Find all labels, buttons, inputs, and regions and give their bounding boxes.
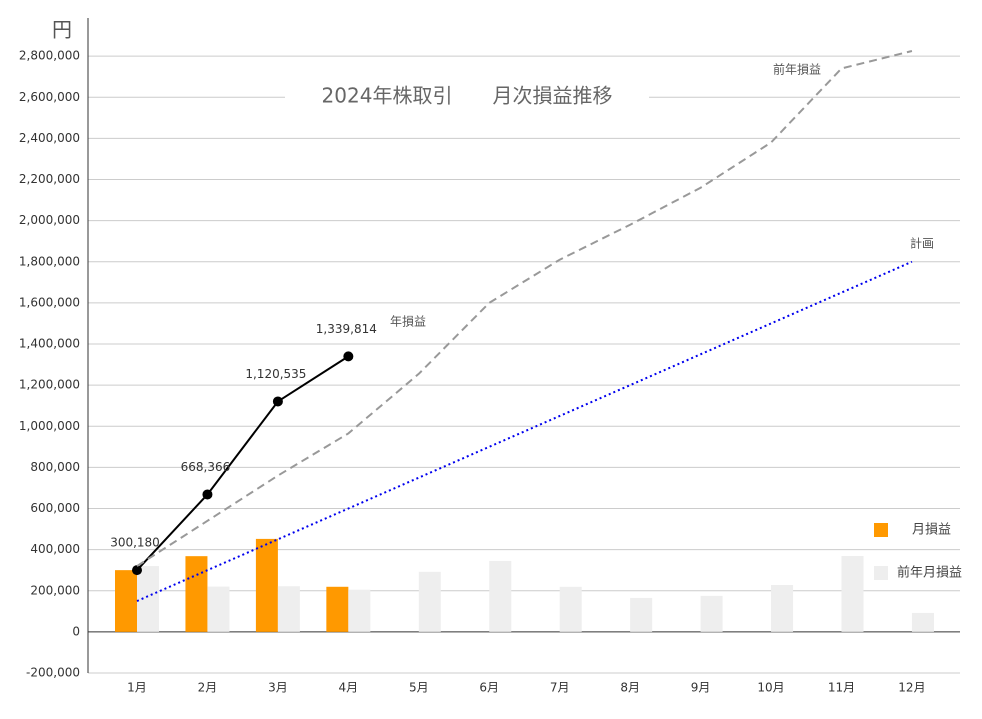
x-tick-label: 7月 [550,681,570,695]
bar [841,555,864,632]
bar [207,586,230,632]
point [272,396,283,407]
x-tick-label: 6月 [479,681,499,695]
title-background [285,82,649,112]
bar [348,589,371,632]
data-label: 1,120,535 [245,367,306,381]
y-tick-label: 600,000 [30,501,80,515]
x-tick-label: 3月 [268,681,288,695]
point [343,351,354,362]
y-tick-label: -200,000 [26,666,80,680]
y-tick-label: 1,400,000 [19,337,80,351]
point [202,489,213,500]
bar [277,586,300,632]
y-tick-label: 1,600,000 [19,295,80,309]
y-tick-label: 400,000 [30,542,80,556]
bars [115,538,934,632]
bar [137,566,159,632]
bar [771,584,794,632]
bar [911,612,934,632]
grid: -200,000 0 200,000 400,000 600,000 800,000 1,0… [19,49,960,695]
data-label: 1,339,814 [316,322,377,336]
x-tick-label: 11月 [828,681,855,695]
x-tick-label: 4月 [339,681,359,695]
y-tick-label: 200,000 [30,583,80,597]
y-tick-label: 1,000,000 [19,419,80,433]
x-tick-label: 8月 [620,681,640,695]
y-tick-label: 1,200,000 [19,378,80,392]
x-tick-label: 12月 [898,681,925,695]
bar [255,538,278,632]
bar [418,571,441,632]
bar [700,595,723,632]
bar [559,586,582,632]
bar [326,586,349,632]
series-label: 前年損益 [773,62,821,77]
y-tick-label: 800,000 [30,460,80,474]
x-tick-label: 10月 [757,681,784,695]
point [132,565,142,576]
bar [115,570,137,632]
bar [185,556,208,632]
lines: 300,180 668,366 1,120,535 1,339,814 年損益 前年損益計… [110,50,934,602]
data-label: 668,366 [181,460,231,474]
bar [630,597,653,632]
x-tick-label: 9月 [691,681,711,695]
y-tick-label: 2,600,000 [19,90,80,104]
y-unit: 円 [52,18,72,42]
x-tick-label: 2月 [198,681,218,695]
x-tick-label: 5月 [409,681,429,695]
y-tick-label: 2,000,000 [19,213,80,227]
data-label: 300,180 [110,536,160,550]
series-label: 年損益 [390,314,426,329]
y-tick-label: 1,800,000 [19,254,80,268]
legend-label: 前年月損益 [897,565,962,581]
legend-swatch [874,523,888,537]
bar [489,560,512,632]
y-tick-label: 0 [72,624,80,638]
series-label: 計画 [910,236,934,251]
line [136,260,913,602]
y-tick-label: 2,200,000 [19,172,80,186]
y-tick-label: 2,400,000 [19,131,80,145]
line [136,50,913,567]
line [136,355,349,571]
legend-label: 月損益 [912,523,951,538]
y-tick-label: 2,800,000 [19,49,80,63]
chart-title: 2024年株取引 月次損益推移 [322,84,613,108]
legend-swatch [874,566,888,580]
x-tick-label: 1月 [127,681,147,695]
